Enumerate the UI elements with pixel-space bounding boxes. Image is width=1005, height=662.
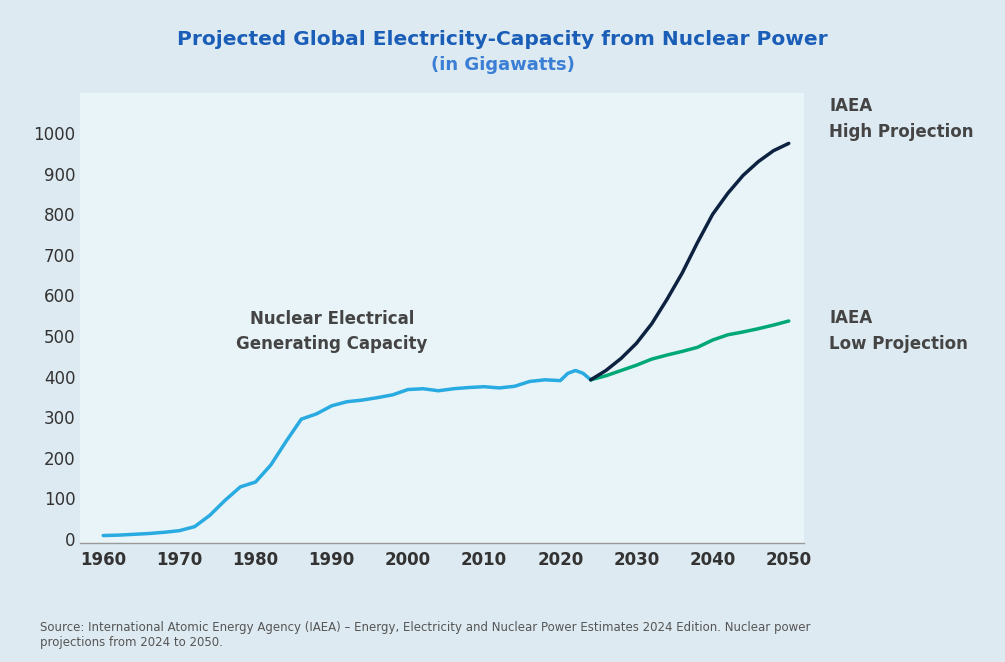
Text: IAEA
Low Projection: IAEA Low Projection (829, 308, 968, 354)
Text: Source: International Atomic Energy Agency (IAEA) – Energy, Electricity and Nucl: Source: International Atomic Energy Agen… (40, 621, 811, 649)
Text: (in Gigawatts): (in Gigawatts) (430, 56, 575, 74)
Text: Nuclear Electrical
Generating Capacity: Nuclear Electrical Generating Capacity (236, 310, 427, 354)
Text: Projected Global Electricity-Capacity from Nuclear Power: Projected Global Electricity-Capacity fr… (177, 30, 828, 49)
Text: IAEA
High Projection: IAEA High Projection (829, 97, 974, 142)
